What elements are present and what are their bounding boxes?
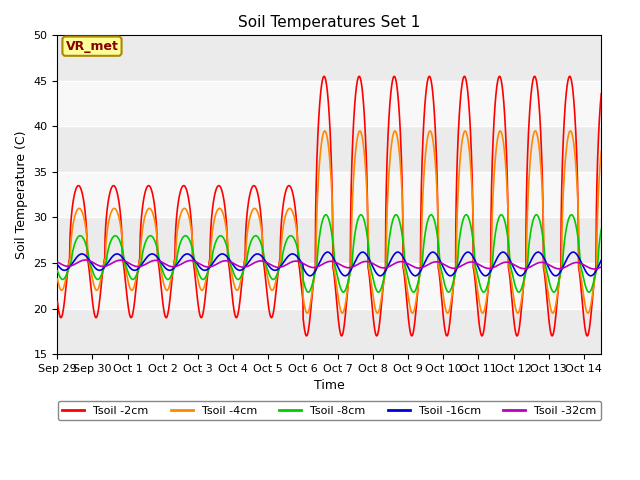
Bar — [58, 36, 601, 81]
X-axis label: Time: Time — [314, 379, 345, 392]
Bar — [58, 263, 601, 309]
Bar — [58, 126, 601, 172]
Legend: Tsoil -2cm, Tsoil -4cm, Tsoil -8cm, Tsoil -16cm, Tsoil -32cm: Tsoil -2cm, Tsoil -4cm, Tsoil -8cm, Tsoi… — [58, 401, 601, 420]
Y-axis label: Soil Temperature (C): Soil Temperature (C) — [15, 131, 28, 259]
Bar — [58, 172, 601, 217]
Bar — [58, 309, 601, 354]
Bar — [58, 217, 601, 263]
Title: Soil Temperatures Set 1: Soil Temperatures Set 1 — [238, 15, 420, 30]
Text: VR_met: VR_met — [65, 40, 118, 53]
Bar — [58, 81, 601, 126]
